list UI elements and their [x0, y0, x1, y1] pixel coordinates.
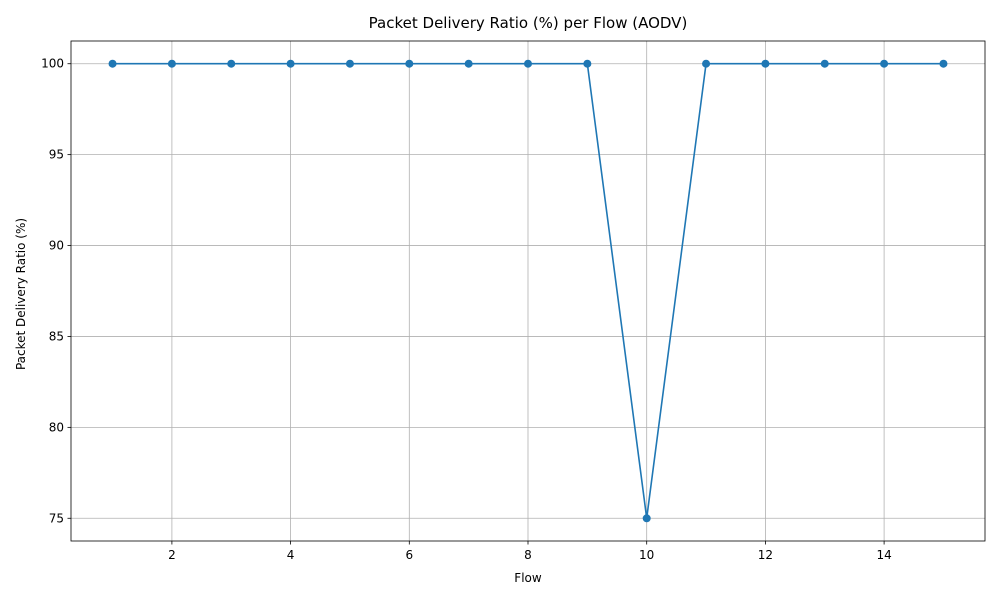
- x-tick-label: 8: [524, 548, 532, 562]
- data-point: [702, 59, 711, 68]
- x-tick-label: 6: [405, 548, 413, 562]
- data-point: [880, 59, 889, 68]
- axes: 2 4 6 8 10 12 14 75 80 85 90 95 100: [41, 40, 986, 562]
- y-tick-label: 95: [49, 148, 64, 162]
- x-tick-label: 2: [168, 548, 176, 562]
- data-point: [108, 59, 117, 68]
- data-point: [405, 59, 414, 68]
- data-point: [345, 59, 354, 68]
- data-point: [286, 59, 295, 68]
- y-axis-label: Packet Delivery Ratio (%): [14, 218, 28, 370]
- y-tick-label: 100: [41, 57, 64, 71]
- y-tick-label: 90: [49, 239, 64, 253]
- x-tick-label: 4: [287, 548, 295, 562]
- data-point: [761, 59, 770, 68]
- y-tick-label: 75: [49, 511, 64, 525]
- x-tick-label: 10: [639, 548, 654, 562]
- chart-title: Packet Delivery Ratio (%) per Flow (AODV…: [369, 14, 688, 32]
- y-tick-label: 85: [49, 329, 64, 343]
- data-point: [227, 59, 236, 68]
- data-point: [464, 59, 473, 68]
- y-tick-label: 80: [49, 420, 64, 434]
- x-axis-label: Flow: [514, 571, 542, 585]
- data-point: [524, 59, 532, 68]
- data-point: [820, 59, 829, 68]
- x-tick-label: 14: [876, 548, 891, 562]
- x-tick-label: 12: [758, 548, 773, 562]
- series-layer: [108, 59, 948, 523]
- data-point: [642, 514, 651, 523]
- data-point: [939, 59, 948, 68]
- data-point: [583, 59, 592, 68]
- data-point: [167, 59, 176, 68]
